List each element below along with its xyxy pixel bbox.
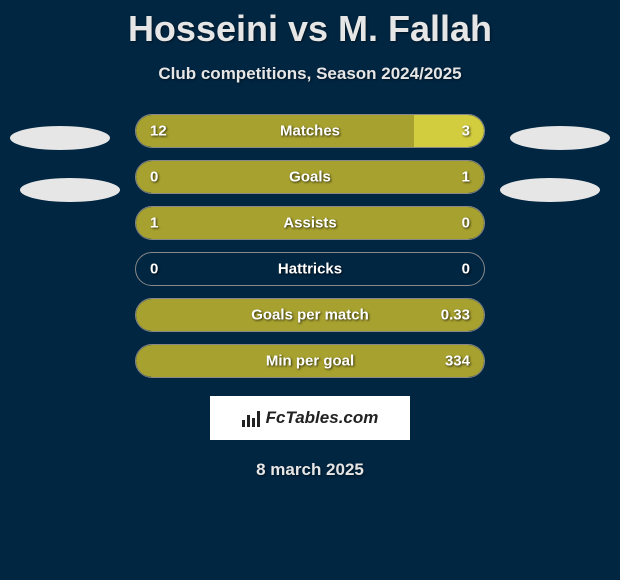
- stat-value-left: 12: [150, 123, 167, 140]
- comparison-date: 8 march 2025: [0, 460, 620, 480]
- bar-chart-icon: [242, 409, 260, 427]
- stat-value-right: 0: [462, 261, 470, 278]
- stat-row: 12 Matches 3: [135, 114, 485, 148]
- right-player-oval-2: [500, 178, 600, 202]
- comparison-bars: 12 Matches 3 0 Goals 1 1 Assists 0 0 Hattricks 0 Goa…: [135, 114, 485, 378]
- comparison-title: Hosseini vs M. Fallah: [0, 0, 620, 50]
- stat-value-right: 1: [462, 169, 470, 186]
- left-player-oval-1: [10, 126, 110, 150]
- stat-bar-left: [136, 115, 414, 147]
- comparison-subtitle: Club competitions, Season 2024/2025: [0, 64, 620, 84]
- stat-label: Goals per match: [251, 307, 369, 324]
- stat-row: 1 Assists 0: [135, 206, 485, 240]
- right-player-oval-1: [510, 126, 610, 150]
- stat-value-right: 0: [462, 215, 470, 232]
- stat-row: Min per goal 334: [135, 344, 485, 378]
- left-player-oval-2: [20, 178, 120, 202]
- stat-value-left: 0: [150, 261, 158, 278]
- stat-value-left: 1: [150, 215, 158, 232]
- stat-bar-right: [414, 115, 484, 147]
- branding-badge: FcTables.com: [210, 396, 410, 440]
- stat-label: Goals: [289, 169, 331, 186]
- stat-label: Min per goal: [266, 353, 354, 370]
- stat-row: 0 Hattricks 0: [135, 252, 485, 286]
- stat-row: Goals per match 0.33: [135, 298, 485, 332]
- stat-label: Assists: [283, 215, 336, 232]
- stat-value-right: 334: [445, 353, 470, 370]
- stat-value-right: 3: [462, 123, 470, 140]
- stat-row: 0 Goals 1: [135, 160, 485, 194]
- branding-text: FcTables.com: [266, 408, 379, 428]
- stat-label: Hattricks: [278, 261, 342, 278]
- stat-value-right: 0.33: [441, 307, 470, 324]
- stat-label: Matches: [280, 123, 340, 140]
- stat-value-left: 0: [150, 169, 158, 186]
